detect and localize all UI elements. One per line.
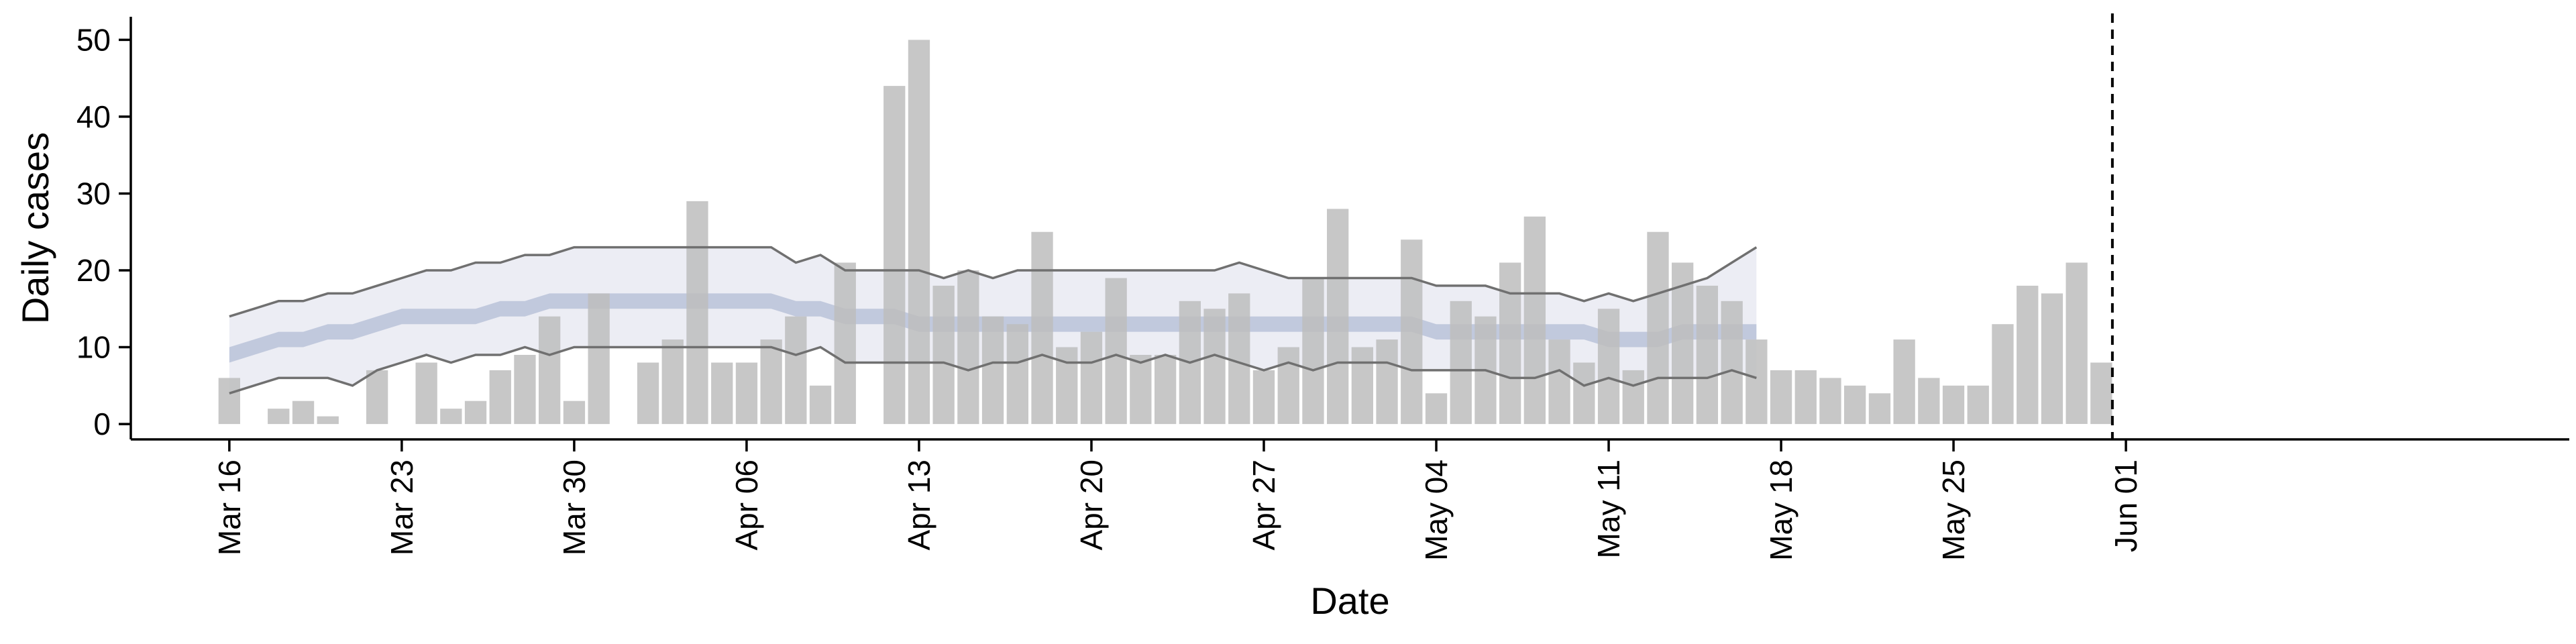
bar-2020-04-27 [1252, 370, 1275, 425]
x-tick-label: Mar 23 [384, 460, 419, 555]
bar-2020-04-02 [637, 362, 659, 425]
x-tick-label: May 25 [1936, 460, 1971, 561]
bar-2020-05-15 [1696, 285, 1718, 425]
x-tick-label: May 04 [1419, 460, 1454, 561]
y-tick-label: 50 [76, 22, 111, 57]
bar-2020-04-10 [834, 262, 856, 424]
bar-2020-05-26 [1967, 385, 1989, 425]
bar-2020-04-29 [1302, 278, 1324, 425]
bar-2020-05-20 [1819, 378, 1841, 425]
x-tick-label: Apr 13 [902, 460, 936, 551]
x-tick-label: Apr 06 [729, 460, 764, 551]
bar-2020-04-25 [1203, 309, 1226, 425]
bar-2020-04-07 [760, 339, 782, 425]
bar-2020-03-30 [563, 400, 586, 425]
bar-2020-03-31 [588, 293, 610, 425]
bar-2020-05-19 [1794, 370, 1817, 425]
x-tick-label: May 18 [1764, 460, 1799, 561]
bar-2020-04-20 [1080, 331, 1103, 425]
bar-2020-05-21 [1844, 385, 1866, 425]
bar-2020-04-09 [809, 385, 832, 425]
x-tick-label: Apr 20 [1074, 460, 1109, 551]
x-tick-label: Jun 01 [2108, 460, 2143, 552]
bar-2020-04-26 [1228, 293, 1250, 425]
bar-2020-05-28 [2017, 285, 2039, 425]
bar-2020-05-22 [1868, 393, 1891, 425]
bar-2020-04-03 [661, 339, 684, 425]
bar-2020-05-30 [2065, 262, 2088, 424]
bar-2020-05-07 [1499, 262, 1521, 424]
bar-2020-05-16 [1721, 301, 1743, 425]
y-tick-label: 20 [76, 253, 111, 288]
bar-2020-03-25 [440, 409, 462, 425]
bar-2020-04-13 [908, 40, 930, 425]
bar-2020-04-19 [1056, 347, 1078, 424]
bar-2020-05-09 [1548, 339, 1570, 425]
x-tick-label: May 11 [1591, 460, 1626, 558]
lower-bound-line [229, 345, 1757, 394]
bar-2020-04-28 [1277, 347, 1299, 424]
bar-2020-05-05 [1450, 301, 1472, 425]
y-tick-label: 10 [76, 330, 111, 365]
bar-2020-05-18 [1770, 370, 1792, 425]
x-tick-label: Apr 27 [1246, 460, 1281, 551]
bar-2020-03-29 [539, 316, 561, 425]
bar-2020-04-22 [1130, 355, 1152, 425]
bar-2020-05-03 [1401, 239, 1423, 425]
bar-2020-03-16 [218, 378, 240, 425]
bar-2020-04-15 [957, 270, 979, 425]
bar-2020-03-27 [489, 370, 511, 425]
bar-2020-04-18 [1031, 231, 1053, 425]
y-axis-title: Daily cases [14, 132, 56, 324]
x-axis: Mar 16 Mar 23 Mar 30 Apr 06 Apr 13 Apr 20 Apr … [131, 438, 2569, 561]
bar-2020-04-16 [981, 316, 1004, 425]
bar-2020-04-04 [686, 201, 708, 425]
bar-2020-05-24 [1918, 378, 1940, 425]
x-tick-label: Mar 30 [557, 460, 592, 555]
bar-2020-05-04 [1425, 393, 1448, 425]
bar-2020-05-25 [1942, 385, 1965, 425]
bar-2020-05-01 [1351, 347, 1373, 424]
x-axis-title: Date [1310, 580, 1389, 622]
forecast-bound-lines [229, 246, 1758, 394]
bar-2020-03-18 [268, 409, 290, 425]
bar-2020-05-23 [1893, 339, 1915, 425]
bar-2020-05-10 [1573, 362, 1595, 425]
bar-2020-05-31 [2090, 362, 2112, 425]
bar-2020-05-17 [1746, 339, 1768, 425]
bar-2020-05-12 [1622, 370, 1644, 425]
bar-2020-03-22 [366, 370, 388, 425]
bar-2020-04-17 [1006, 324, 1028, 425]
daily-case-bars [218, 40, 2112, 425]
bar-2020-04-21 [1105, 278, 1127, 425]
bar-2020-04-30 [1327, 209, 1349, 425]
bar-2020-03-19 [292, 400, 315, 425]
bar-2020-03-28 [514, 355, 536, 425]
bar-2020-04-06 [735, 362, 758, 425]
y-tick-label: 0 [93, 407, 111, 441]
bar-2020-04-08 [785, 316, 807, 425]
bar-2020-05-11 [1597, 309, 1620, 425]
bar-2020-04-05 [711, 362, 733, 425]
bar-2020-04-14 [932, 285, 955, 425]
bar-2020-04-23 [1155, 355, 1177, 425]
bar-2020-05-08 [1523, 216, 1546, 425]
bar-2020-03-26 [464, 400, 487, 425]
bar-2020-05-27 [1992, 324, 2014, 425]
bar-2020-05-14 [1672, 262, 1694, 424]
bar-2020-04-12 [883, 86, 906, 425]
upper-bound-line [229, 246, 1758, 318]
y-axis: 0 10 20 30 40 50 [76, 17, 132, 441]
x-tick-label: Mar 16 [212, 460, 247, 555]
bar-2020-05-13 [1647, 231, 1669, 425]
y-tick-label: 40 [76, 99, 111, 134]
bar-2020-03-24 [415, 362, 437, 425]
bar-2020-05-02 [1376, 339, 1398, 425]
y-tick-label: 30 [76, 176, 111, 211]
bar-2020-03-20 [317, 416, 339, 425]
bar-2020-05-29 [2041, 293, 2063, 425]
